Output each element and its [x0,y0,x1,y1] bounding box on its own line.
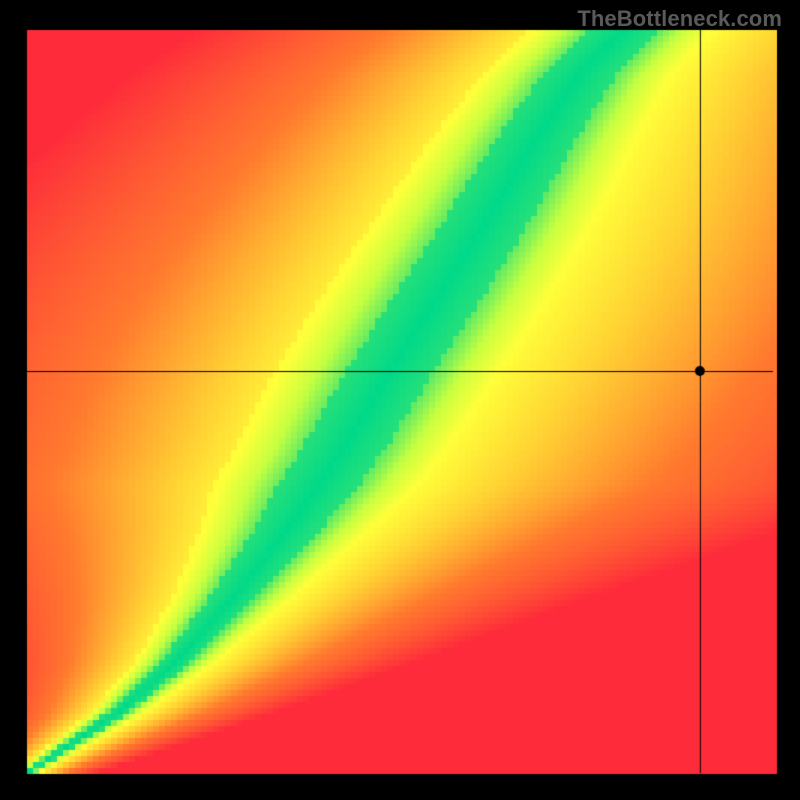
bottleneck-heatmap [0,0,800,800]
chart-container: TheBottleneck.com [0,0,800,800]
watermark-text: TheBottleneck.com [577,6,782,32]
